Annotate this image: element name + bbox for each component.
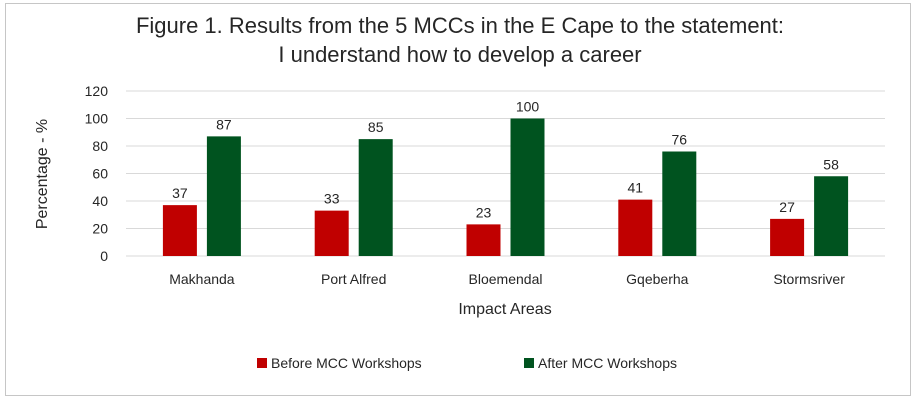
legend-swatch [257, 358, 267, 368]
bar-before [770, 218, 805, 256]
data-label: 33 [324, 191, 340, 207]
chart-frame [5, 3, 911, 396]
bar-after [510, 118, 545, 256]
data-label: 37 [172, 185, 188, 201]
bar-before [618, 199, 653, 256]
y-tick-label: 0 [100, 248, 108, 264]
y-axis-title: Percentage - % [34, 119, 51, 229]
bar-after [662, 151, 697, 256]
y-tick-label: 40 [92, 193, 108, 209]
bar-before [466, 224, 501, 256]
data-label: 76 [672, 132, 688, 148]
y-tick-label: 100 [85, 111, 109, 127]
x-axis-ticks: Makhanda Port Alfred Bloemendal Gqeberha Sto… [169, 271, 845, 287]
legend-label: Before MCC Workshops [271, 355, 422, 371]
gridlines [126, 90, 885, 257]
bar-after [206, 136, 241, 256]
chart-title-line-1: Figure 1. Results from the 5 MCCs in the… [136, 13, 784, 38]
bar-after [358, 139, 393, 256]
x-tick-label: Stormsriver [773, 271, 845, 287]
chart-title-line-2: I understand how to develop a career [278, 42, 641, 67]
y-tick-label: 20 [92, 221, 108, 237]
data-label: 58 [823, 156, 839, 172]
legend-swatch [524, 358, 534, 368]
y-tick-label: 80 [92, 138, 108, 154]
data-label: 87 [216, 116, 232, 132]
data-label: 41 [628, 180, 644, 196]
y-tick-label: 60 [92, 166, 108, 182]
bar-before [162, 205, 197, 256]
bar-before [314, 210, 349, 256]
data-label: 100 [516, 99, 540, 115]
data-label: 27 [779, 199, 795, 215]
legend-label: After MCC Workshops [538, 355, 677, 371]
legend: Before MCC Workshops After MCC Workshops [257, 355, 677, 371]
y-tick-label: 120 [85, 83, 109, 99]
x-axis-title: Impact Areas [458, 301, 551, 318]
bars [162, 118, 849, 256]
bar-after [814, 176, 849, 256]
data-label: 23 [476, 204, 492, 220]
x-tick-label: Bloemendal [469, 271, 543, 287]
x-tick-label: Gqeberha [626, 271, 688, 287]
data-labels: 37 87 33 85 23 100 41 76 27 58 [172, 99, 839, 221]
x-tick-label: Port Alfred [321, 271, 386, 287]
x-tick-label: Makhanda [169, 271, 235, 287]
data-label: 85 [368, 119, 384, 135]
y-axis-ticks: 0 20 40 60 80 100 120 [85, 83, 109, 264]
